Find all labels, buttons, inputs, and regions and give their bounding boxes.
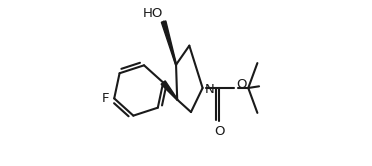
Text: O: O xyxy=(236,78,246,91)
Text: HO: HO xyxy=(142,7,163,20)
Polygon shape xyxy=(161,21,177,65)
Polygon shape xyxy=(161,81,177,100)
Text: N: N xyxy=(205,83,215,96)
Text: O: O xyxy=(214,125,224,138)
Text: F: F xyxy=(102,92,109,105)
